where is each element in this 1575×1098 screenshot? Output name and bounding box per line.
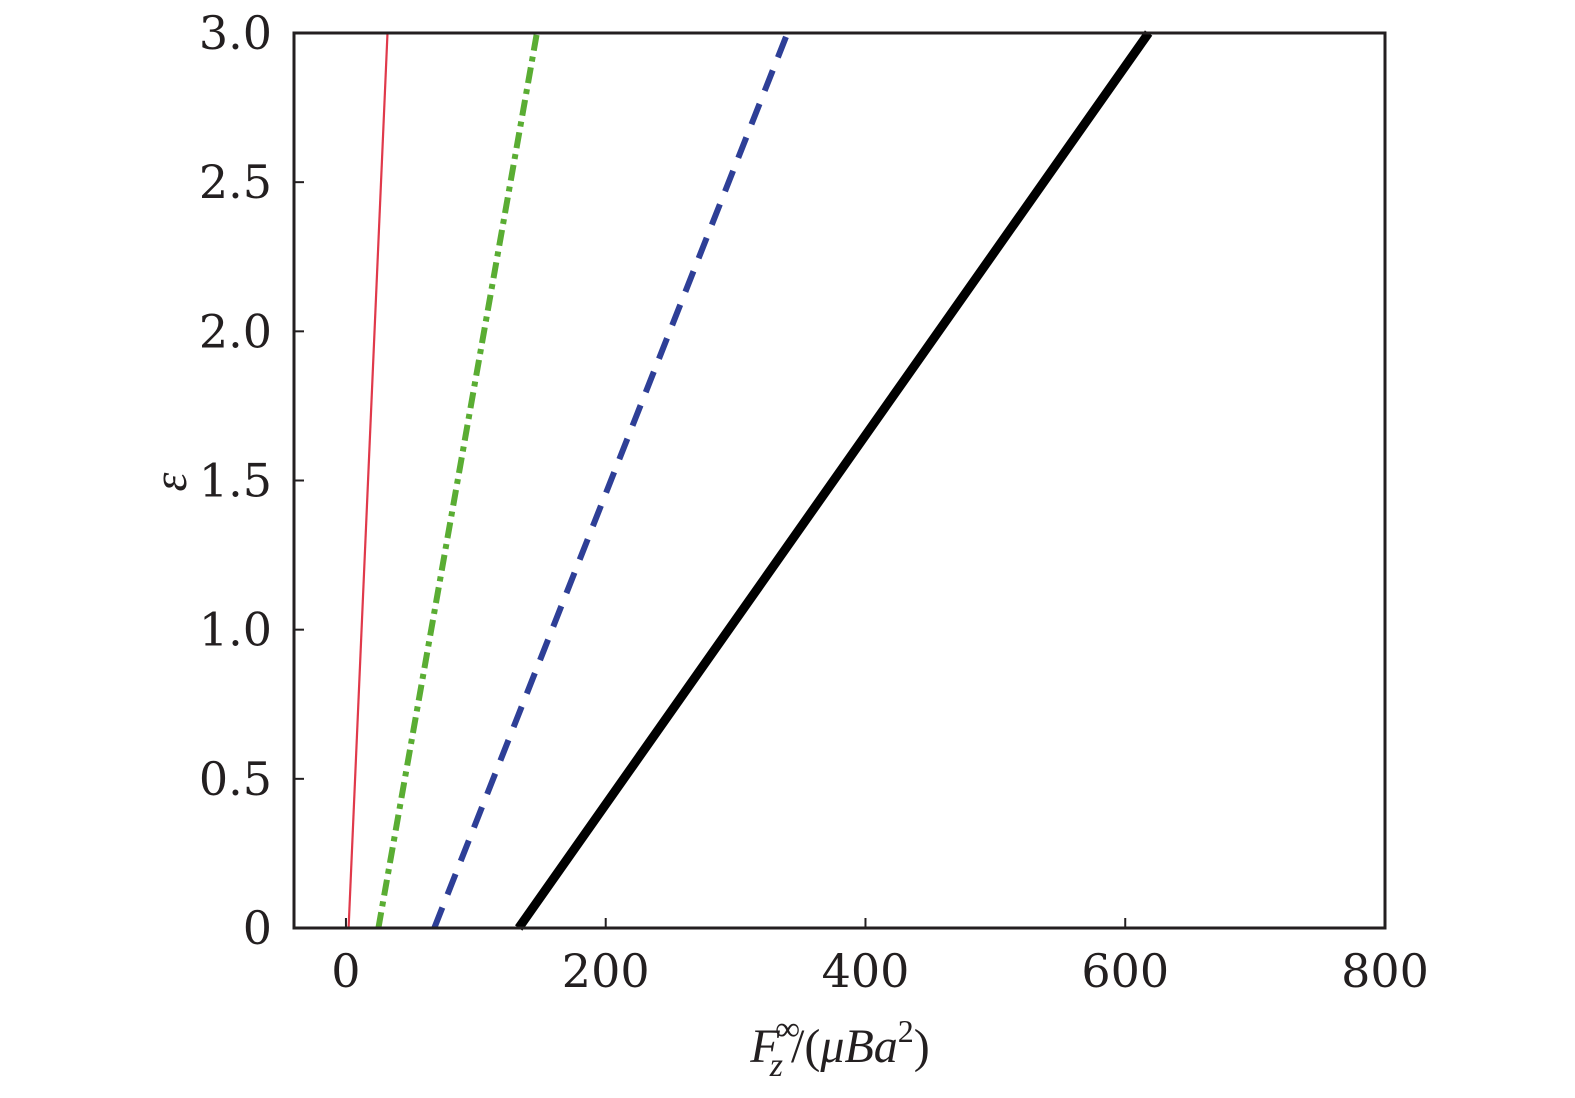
x-axis-label: F∞ z/(μBa2) bbox=[749, 1011, 930, 1084]
series-line-red bbox=[347, 32, 389, 929]
y-tick-label: 2.5 bbox=[199, 155, 272, 209]
x-tick-label: 200 bbox=[562, 944, 650, 998]
y-tick-label: 1.0 bbox=[199, 603, 272, 657]
y-axis: 0 0.5 1.0 1.5 2.0 2.5 3.0 bbox=[199, 6, 304, 955]
x-tick-label: 800 bbox=[1341, 944, 1429, 998]
y-tick-label: 0.5 bbox=[199, 752, 272, 806]
y-tick-label: 3.0 bbox=[199, 6, 272, 60]
series-line-blue bbox=[431, 31, 791, 930]
series-line-black bbox=[515, 30, 1153, 931]
series-line-green bbox=[375, 32, 540, 929]
x-tick-label: 400 bbox=[822, 944, 910, 998]
x-tick-label: 0 bbox=[331, 944, 360, 998]
y-tick-label: 0 bbox=[243, 901, 272, 955]
x-tick-label: 600 bbox=[1081, 944, 1169, 998]
x-axis: 0 200 400 600 800 bbox=[331, 918, 1429, 998]
plot-area bbox=[347, 30, 1153, 931]
y-axis-label: ε bbox=[144, 472, 197, 491]
y-tick-label: 1.5 bbox=[199, 454, 272, 508]
y-tick-label: 2.0 bbox=[199, 304, 272, 358]
